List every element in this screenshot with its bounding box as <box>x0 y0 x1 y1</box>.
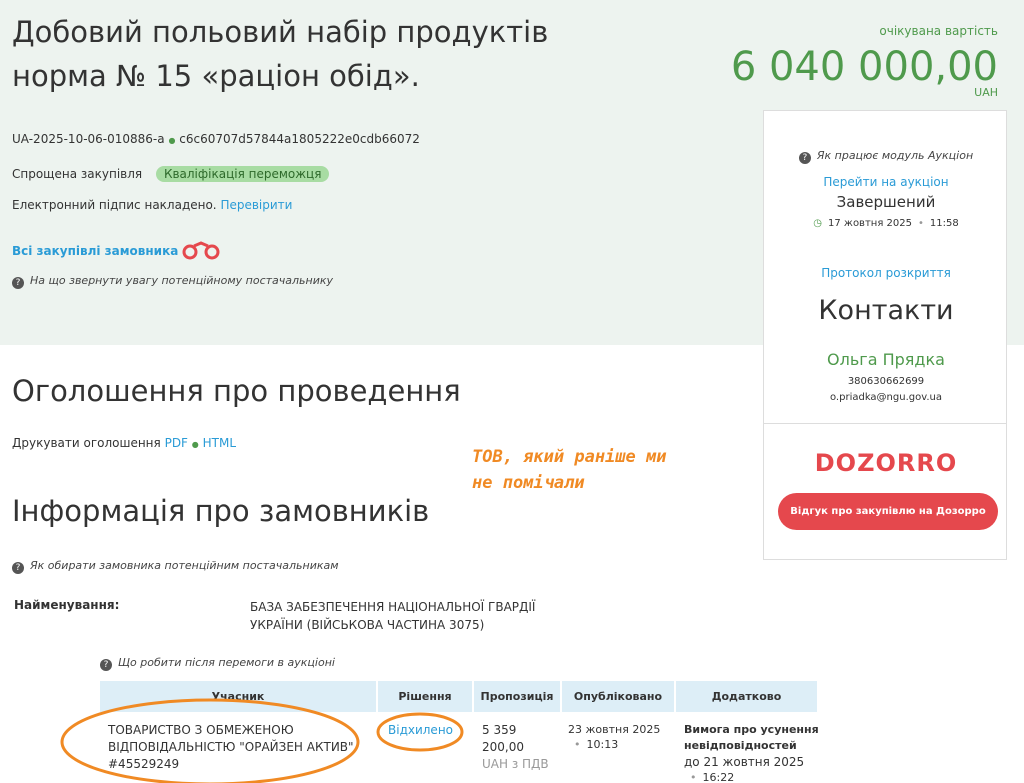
procedure: Спрощена закупівля <box>12 167 143 181</box>
expected-label: очікувана вартість <box>879 24 998 38</box>
contact-email: o.priadka@ngu.gov.ua <box>829 392 943 403</box>
signature-text: Електронний підпис накладено. <box>12 198 217 212</box>
procedure-row: Спрощена закупівля Кваліфікація переможц… <box>12 166 330 182</box>
binoculars-icon <box>182 241 220 260</box>
table-header: Пропозиція <box>474 681 560 712</box>
published-time: 10:13 <box>568 737 660 752</box>
auction-link[interactable]: Перейти на аукціон <box>823 175 949 189</box>
protocol-link[interactable]: Протокол розкриття <box>821 266 951 280</box>
table-header: Рішення <box>378 681 472 712</box>
hash: c6c60707d57844a1805222e0cdb66072 <box>179 132 420 146</box>
decision-link[interactable]: Відхилено <box>388 723 454 737</box>
auction-status: Завершений <box>836 193 936 211</box>
table-hint: ? Що робити після перемоги в аукціоні <box>100 656 335 671</box>
annotation: ТОВ, який раніше ми не помічали <box>472 444 666 496</box>
participant-line: ВІДПОВІДАЛЬНІСТЮ "ОРАЙЗЕН АКТИВ" <box>108 740 354 754</box>
extra-deadline: до 21 жовтня 2025 <box>684 755 805 769</box>
hint-text: Як працює модуль Аукціон <box>816 149 974 162</box>
participant: ТОВАРИСТВО З ОБМЕЖЕНОЮ ВІДПОВІДАЛЬНІСТЮ … <box>108 722 354 773</box>
tender-id: UA-2025-10-06-010886-a <box>12 132 165 146</box>
all-purchases-link[interactable]: Всі закупівлі замовника <box>12 244 179 258</box>
table-header: Опубліковано <box>562 681 674 712</box>
print-row: Друкувати оголошення PDF ● HTML <box>12 436 236 450</box>
auction-datetime: ◷17 жовтня 202511:58 <box>764 218 1008 229</box>
currency: UAH <box>974 86 998 99</box>
participant-line: #45529249 <box>108 757 180 771</box>
auction-time: 11:58 <box>912 218 959 229</box>
table-header: Учасник <box>100 681 376 712</box>
published-date: 23 жовтня 2025 <box>568 723 661 736</box>
html-link[interactable]: HTML <box>202 436 237 450</box>
auction-help: ? Як працює модуль Аукціон <box>764 149 1008 164</box>
table-header: Додатково <box>676 681 817 712</box>
extra-title: Вимога про усунення <box>684 723 819 736</box>
divider <box>764 423 1006 424</box>
dozorro-logo: DOZORRO <box>814 449 958 477</box>
offer-currency: UAH з ПДВ <box>482 757 549 771</box>
contact-name: Ольга Прядка <box>827 350 945 369</box>
amount: 6 040 000,00 <box>730 44 998 90</box>
name-label: Найменування: <box>14 598 120 612</box>
contacts-title: Контакти <box>818 295 954 326</box>
feedback-button[interactable]: Відгук про закупівлю на Дозорро <box>778 493 998 530</box>
annotation-line: ТОВ, який раніше ми <box>472 447 667 467</box>
customers-title: Інформація про замовників <box>12 494 430 528</box>
signature-link[interactable]: Перевірити <box>220 198 293 212</box>
announcement-title: Оголошення про проведення <box>12 374 461 408</box>
attention-hint: ? На що звернути увагу потенційному поста… <box>12 274 333 289</box>
pdf-link[interactable]: PDF <box>164 436 188 450</box>
tender-id-row: UA-2025-10-06-010886-a ● c6c60707d57844a… <box>12 132 420 146</box>
offer-line: 200,00 <box>482 740 524 754</box>
customer-name: БАЗА ЗАБЕЗПЕЧЕННЯ НАЦІОНАЛЬНОЇ ГВАРДІЇ У… <box>250 598 535 634</box>
annotation-line: не помічали <box>472 473 585 493</box>
title-line: норма № 15 «раціон обід». <box>12 59 420 93</box>
published: 23 жовтня 2025 10:13 <box>568 722 660 752</box>
participant-line: ТОВАРИСТВО З ОБМЕЖЕНОЮ <box>108 723 294 737</box>
hint-text: Що робити після перемоги в аукціоні <box>118 656 335 669</box>
extra-time: 16:22 <box>684 770 819 783</box>
name-line: УКРАЇНИ (ВІЙСЬКОВА ЧАСТИНА 3075) <box>250 618 485 632</box>
separator: ● <box>168 136 176 145</box>
customers-hint: ? Як обирати замовника потенційним постач… <box>12 559 339 574</box>
offer-line: 5 359 <box>482 723 517 737</box>
auction-date: 17 жовтня 2025 <box>828 218 912 229</box>
extra-title: невідповідностей <box>684 739 797 752</box>
name-line: БАЗА ЗАБЕЗПЕЧЕННЯ НАЦІОНАЛЬНОЇ ГВАРДІЇ <box>250 600 536 614</box>
title-line: Добовий польовий набір продуктів <box>12 15 549 49</box>
separator: ● <box>191 440 199 449</box>
hint-text: Як обирати замовника потенційним постача… <box>30 559 339 572</box>
extra: Вимога про усунення невідповідностей до … <box>684 722 819 783</box>
tender-title: Добовий польовий набір продуктів норма №… <box>12 10 548 98</box>
print-label: Друкувати оголошення <box>12 436 161 450</box>
contact-phone: 380630662699 <box>847 376 925 387</box>
hint-text: На що звернути увагу потенційному постач… <box>30 274 334 287</box>
offer: 5 359 200,00 UAH з ПДВ <box>482 722 549 773</box>
sidebar: ? Як працює модуль Аукціон Перейти на аук… <box>763 110 1007 560</box>
signature-row: Електронний підпис накладено. Перевірити <box>12 198 292 212</box>
status-badge: Кваліфікація переможця <box>155 166 330 182</box>
